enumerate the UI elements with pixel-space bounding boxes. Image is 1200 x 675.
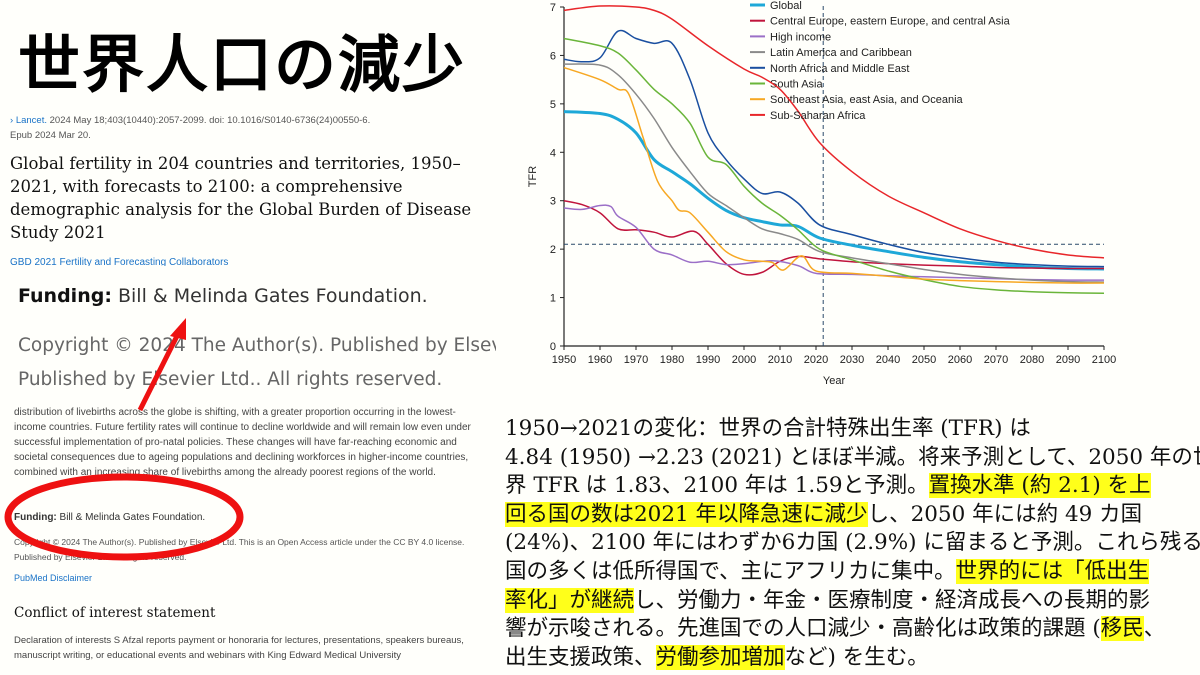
summary-line: 国の多くは低所得国で、主にアフリカに集中。世界的には「低出生 — [505, 558, 1200, 587]
summary-text-segment: 界 TFR は 1.83、2100 年は 1.59と予測。 — [505, 473, 929, 499]
paper-title: Global fertility in 204 countries and te… — [10, 154, 472, 242]
summary-text: 1950→2021の変化：世界の合計特殊出生率 (TFR) は 4.84 (195… — [505, 415, 1200, 672]
series-line-7 — [563, 5, 1105, 259]
funding-label: Funding: — [14, 512, 57, 523]
series-line-3 — [563, 63, 1105, 283]
rights-line: Published by Elsevier Ltd.. All rights r… — [14, 552, 187, 562]
summary-text-segment: 、 — [1143, 616, 1166, 642]
citation-details: 2024 May 18;403(10440):2057-2099. doi: 1… — [46, 115, 371, 126]
funding-label: Funding: — [18, 285, 112, 307]
x-tick-label: 2020 — [804, 354, 828, 366]
series-line-1 — [563, 199, 1105, 276]
chevron-right-icon: › — [10, 115, 16, 126]
abstract-excerpt: distribution of livebirths across the gl… — [14, 407, 471, 478]
series-line-6 — [563, 66, 1105, 284]
summary-line: 界 TFR は 1.83、2100 年は 1.59と予測。置換水準 (約 2.1… — [505, 472, 1200, 501]
x-tick-label: 1990 — [696, 354, 720, 366]
copyright-zoomed: Copyright © 2024 The Author(s). Publishe… — [18, 335, 496, 356]
x-tick-label: 2050 — [912, 354, 936, 366]
highlighted-text: 置換水準 (約 2.1) を上 — [928, 473, 1151, 499]
x-tick-label: 2060 — [948, 354, 972, 366]
legend-label: South Asia — [770, 79, 823, 91]
summary-line: (24%)、2100 年にはわずか6カ国 (2.9%) に留まると予測。これら残… — [505, 529, 1200, 558]
journal-link[interactable]: Lancet. — [15, 115, 47, 126]
series-line-0 — [563, 110, 1105, 271]
y-tick-label: 5 — [550, 99, 556, 111]
series-line-4 — [563, 29, 1105, 268]
x-tick-label: 2070 — [984, 354, 1008, 366]
highlighted-text: 世界的には「低出生 — [955, 558, 1150, 584]
legend-label: Southeast Asia, east Asia, and Oceania — [770, 94, 964, 106]
y-tick-label: 2 — [550, 244, 556, 256]
y-axis-label: TFR — [527, 166, 539, 187]
y-tick-label: 7 — [550, 2, 556, 14]
x-tick-label: 2030 — [840, 354, 864, 366]
summary-text-segment: 響が示唆される。先進国での人口減少・高齢化は政策的課題 ( — [505, 616, 1101, 642]
citation: › Lancet. 2024 May 18;403(10440):2057-20… — [10, 113, 370, 143]
funding-value: Bill & Melinda Gates Foundation. — [56, 512, 206, 523]
x-tick-label: 1960 — [588, 354, 612, 366]
summary-text-segment: など) を生む。 — [784, 644, 929, 670]
epub-date: Epub 2024 Mar 20. — [10, 130, 91, 141]
legend-label: Central Europe, eastern Europe, and cent… — [770, 16, 1011, 28]
series-line-2 — [563, 204, 1105, 281]
y-tick-label: 1 — [550, 293, 556, 305]
legend-label: North Africa and Middle East — [770, 63, 909, 75]
coi-heading: Conflict of interest statement — [14, 605, 216, 621]
authors-link[interactable]: GBD 2021 Fertility and Forecasting Colla… — [10, 257, 229, 266]
x-axis-label: Year — [823, 375, 846, 387]
legend-label: Global — [770, 0, 802, 12]
x-tick-label: 2090 — [1056, 354, 1080, 366]
x-tick-label: 1950 — [552, 354, 576, 366]
summary-text-segment: し、2050 年には約 49 カ国 — [867, 501, 1143, 527]
highlighted-text: 移民 — [1100, 616, 1144, 642]
x-tick-label: 2040 — [876, 354, 900, 366]
copyright-line: Copyright © 2024 The Author(s). Publishe… — [14, 537, 465, 547]
highlighted-text: 労働参加増加 — [655, 644, 785, 670]
y-tick-label: 0 — [550, 341, 556, 353]
y-tick-label: 3 — [550, 196, 556, 208]
summary-text-segment: 出生支援政策、 — [505, 644, 656, 670]
summary-line: 率化」が継続し、労働力・年金・医療制度・経済成長への長期的影 — [505, 587, 1200, 616]
x-tick-label: 1970 — [624, 354, 648, 366]
legend-label: High income — [770, 31, 831, 43]
pubmed-disclaimer-link[interactable]: PubMed Disclaimer — [14, 573, 93, 583]
y-tick-label: 6 — [550, 50, 556, 62]
legend-label: Latin America and Caribbean — [770, 47, 912, 59]
summary-text-segment: 1950→2021の変化：世界の合計特殊出生率 (TFR) は — [505, 416, 1031, 441]
summary-text-segment: 4.84 (1950) →2.23 (2021) とほぼ半減。将来予測として、2… — [505, 444, 1200, 470]
copyright-block: Copyright © 2024 The Author(s). Publishe… — [14, 535, 509, 565]
funding-value: Bill & Melinda Gates Foundation. — [111, 285, 428, 307]
legend-label: Sub-Saharan Africa — [770, 110, 866, 122]
highlighted-text: 率化」が継続 — [505, 587, 635, 613]
coi-text: Declaration of interests S Afzal reports… — [14, 635, 464, 661]
funding-line: Funding: Bill & Melinda Gates Foundation… — [14, 512, 205, 523]
x-tick-label: 2000 — [732, 354, 756, 366]
slide-title: 世界人口の減少 — [18, 28, 467, 101]
summary-line: 響が示唆される。先進国での人口減少・高齢化は政策的課題 (移民、 — [505, 615, 1200, 644]
x-tick-label: 2010 — [768, 354, 792, 366]
summary-text-segment: (24%)、2100 年にはわずか6カ国 (2.9%) に留まると予測。これら残… — [505, 530, 1200, 556]
rights-zoomed: Published by Elsevier Ltd.. All rights r… — [18, 369, 443, 390]
y-tick-label: 4 — [550, 147, 556, 159]
summary-line: 回る国の数は2021 年以降急速に減少し、2050 年には約 49 カ国 — [505, 501, 1200, 530]
funding-zoomed: Funding: Bill & Melinda Gates Foundation… — [18, 285, 428, 307]
x-tick-label: 2080 — [1020, 354, 1044, 366]
summary-line: 4.84 (1950) →2.23 (2021) とほぼ半減。将来予測として、2… — [505, 444, 1200, 473]
highlighted-text: 回る国の数は2021 年以降急速に減少 — [505, 501, 868, 527]
series-line-5 — [563, 37, 1105, 294]
x-tick-label: 2100 — [1092, 354, 1116, 366]
summary-text-segment: 国の多くは低所得国で、主にアフリカに集中。 — [505, 558, 956, 584]
summary-text-segment: し、労働力・年金・医療制度・経済成長への長期的影 — [634, 587, 1151, 613]
x-tick-label: 1980 — [660, 354, 684, 366]
summary-line: 1950→2021の変化：世界の合計特殊出生率 (TFR) は — [505, 415, 1200, 444]
tfr-chart: 0 1 2 3 4 5 6 7 1950 1960 1970 1980 1990 2000 2010 2020… — [527, 0, 1116, 387]
summary-line: 出生支援政策、労働参加増加など) を生む。 — [505, 644, 1200, 673]
